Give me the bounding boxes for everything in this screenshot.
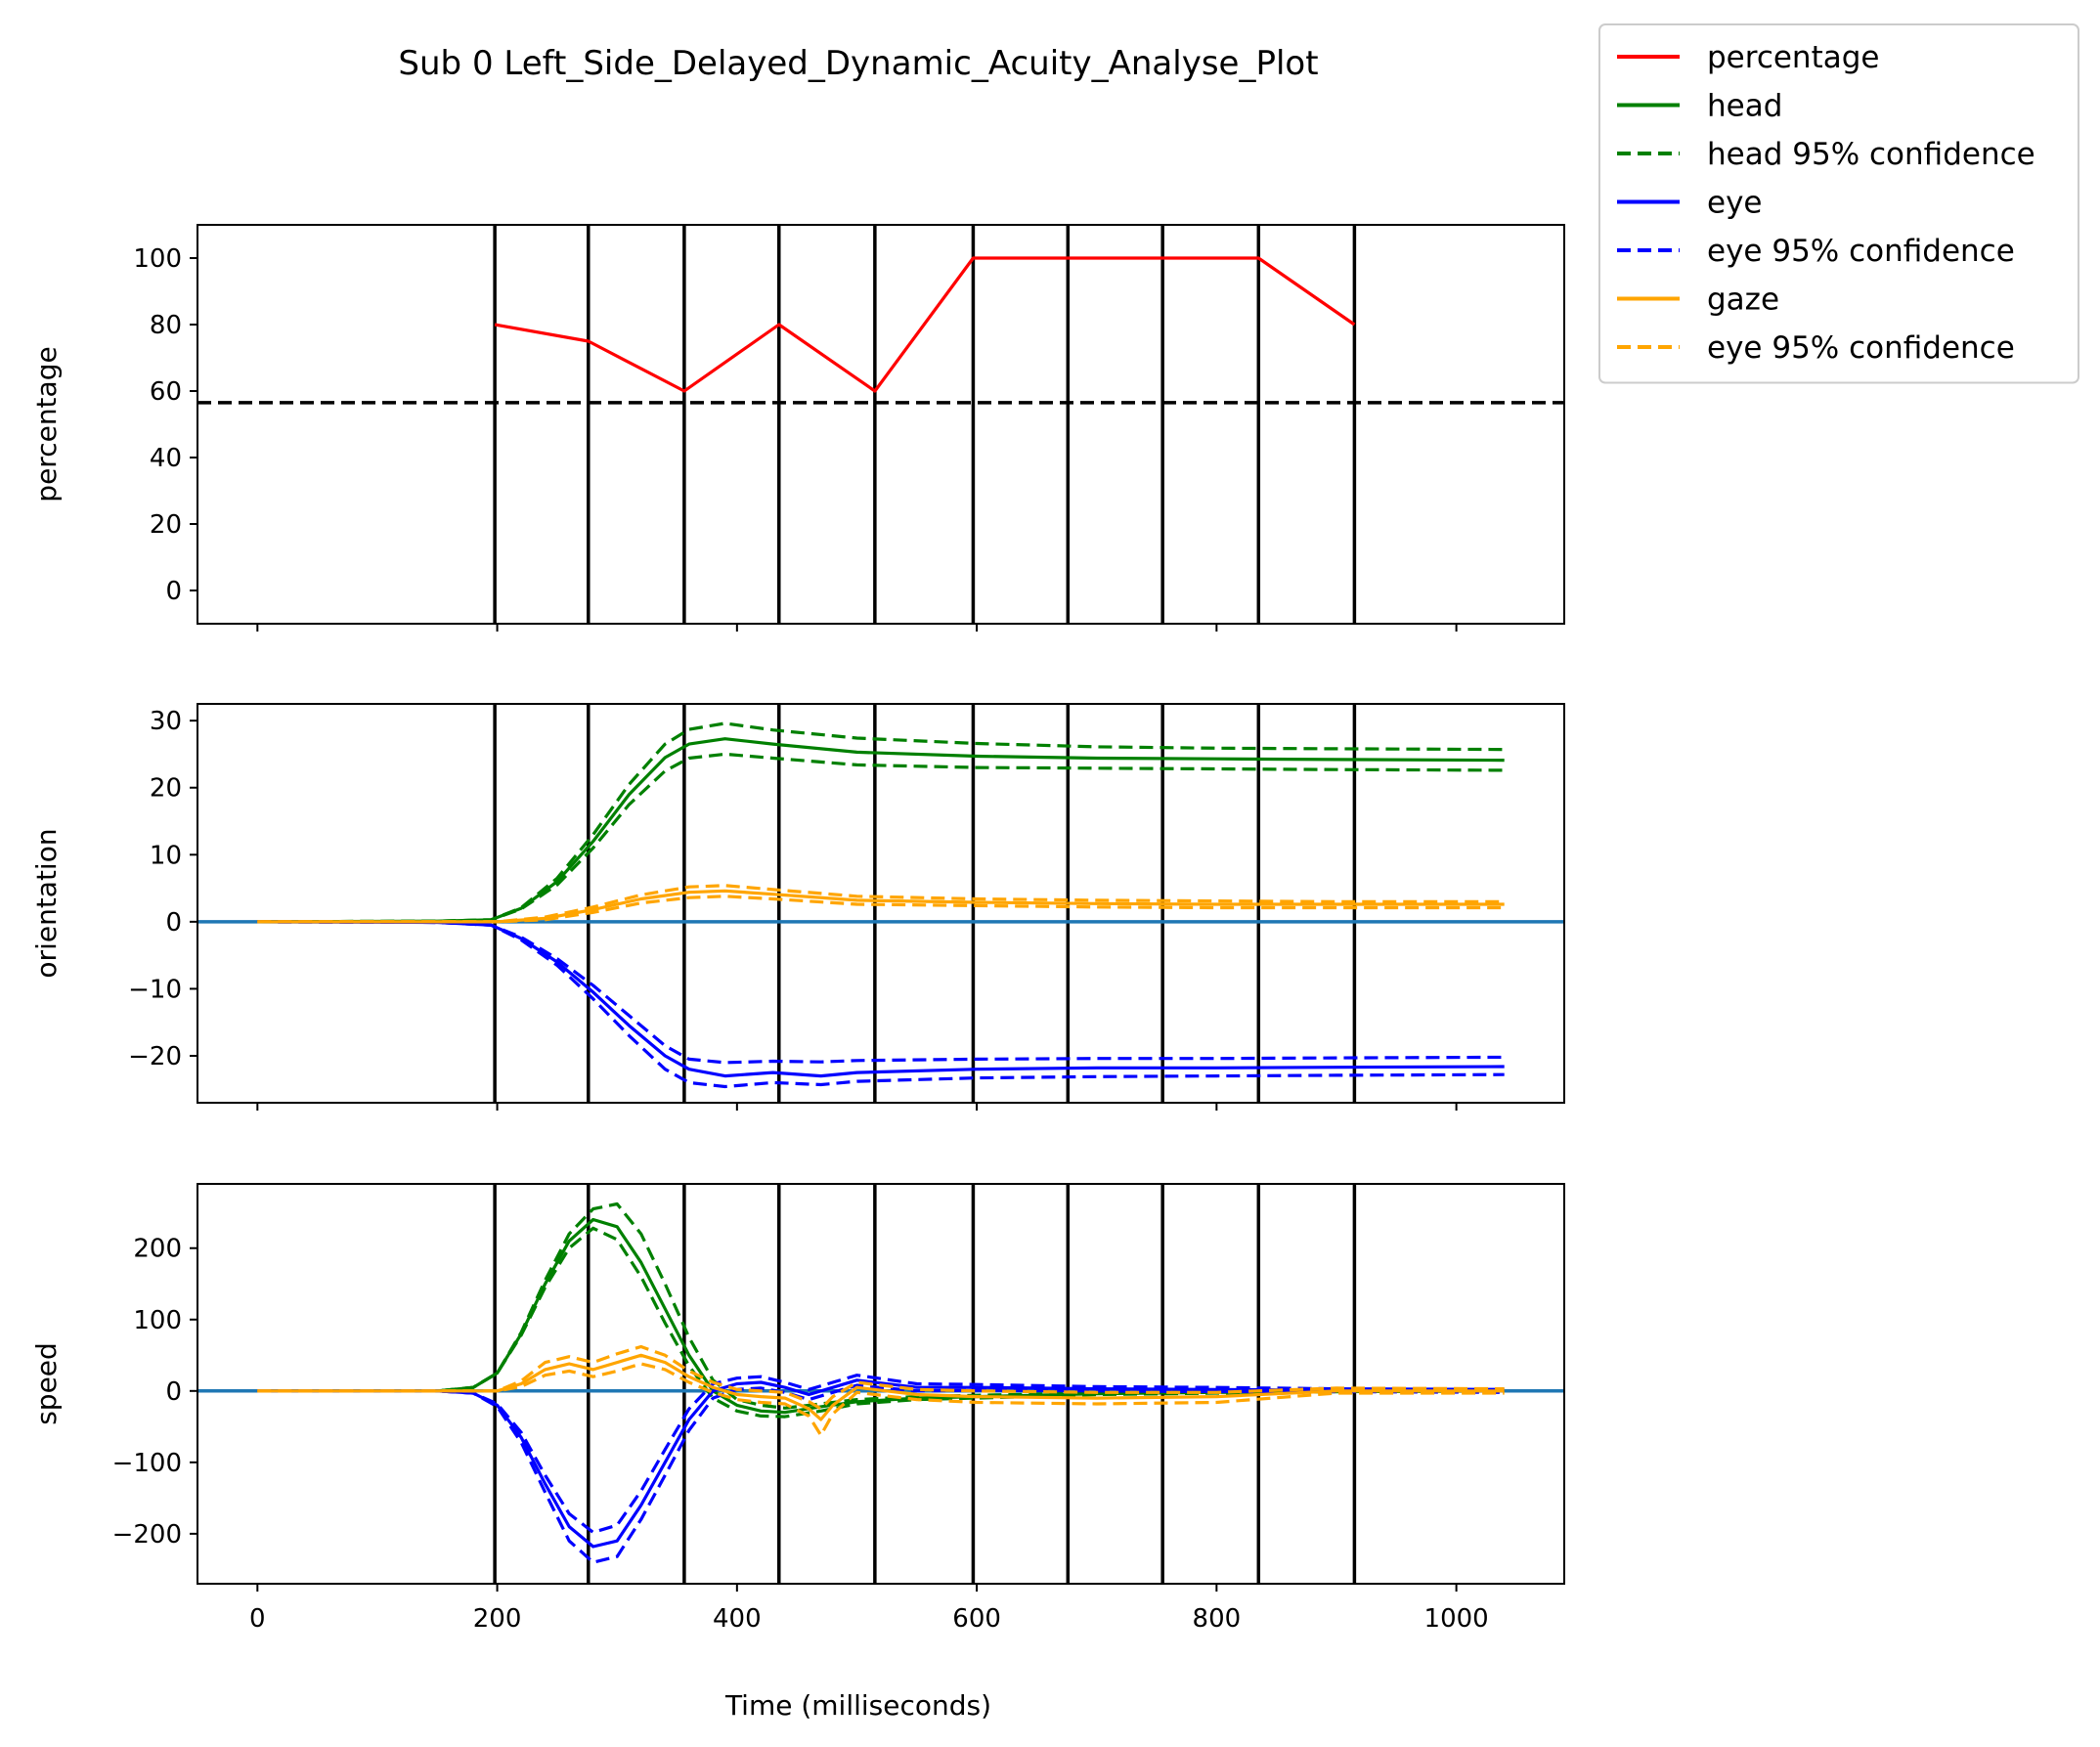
y-tick-label: 80 [150,311,182,340]
series-line [257,1383,1505,1564]
x-tick-label: 0 [249,1604,266,1634]
y-tick-label: 40 [150,444,182,473]
series-line [257,1353,1505,1421]
legend-label: eye 95% confidence [1707,330,2015,366]
legend-item: head [1617,89,1782,124]
subplot-percentage: 0 20 40 60 80 100 percentage [30,224,1565,632]
legend-label: eye [1707,186,1763,221]
x-axis-label: Time (milliseconds) [724,1689,991,1722]
legend-frame [1598,23,2079,384]
y-tick-label: 100 [133,1306,182,1335]
legend-item: eye 95% confidence [1617,234,2015,269]
y-tick-label: 20 [150,510,182,540]
y-tick-label: 0 [165,577,182,606]
legend-item: percentage [1617,40,1879,75]
x-tick-label: 200 [473,1604,522,1634]
series-line [257,920,1505,1089]
x-tick-label: 400 [713,1604,762,1634]
series-line [257,895,1505,924]
x-tick-label: 1000 [1424,1604,1489,1634]
y-tick-label: −20 [128,1042,182,1071]
series-line [494,256,1356,393]
y-tick-label: 10 [150,841,182,870]
series-line [257,1378,1505,1549]
y-tick-label: 30 [150,707,182,736]
subplot-speed: −200 −100 0 100 200 speed 0 200 400 600 800 1000 [30,1183,1565,1634]
legend-label: head 95% confidence [1707,137,2035,172]
series-line [257,920,1505,1078]
legend: percentage head head 95% confidence eye eye … [1598,23,2079,384]
legend-label: percentage [1707,40,1879,75]
legend-label: head [1707,89,1782,124]
chart-title: Sub 0 Left_Side_Delayed_Dynamic_Acuity_A… [398,44,1318,83]
series-line [257,1362,1505,1437]
subplots: 020406080100percentage−20−100102030orien… [30,224,1565,1634]
legend-label: eye 95% confidence [1707,234,2015,269]
y-axis-label: orientation [30,828,63,978]
y-tick-label: 100 [133,244,182,274]
axes-frame [197,224,1565,625]
series-line [257,1344,1505,1411]
y-tick-label: −200 [112,1520,182,1550]
axes-frame [197,703,1565,1104]
series-line [257,752,1505,924]
y-axis-label: percentage [30,346,63,502]
series-line [257,1201,1505,1410]
legend-item: head 95% confidence [1617,137,2035,172]
x-tick-label: 800 [1193,1604,1242,1634]
y-axis-label: speed [30,1342,63,1425]
subplot-orientation: −20 −10 0 10 20 30 orientation [30,703,1565,1111]
legend-item: eye [1617,186,1763,221]
y-tick-label: 0 [165,908,182,938]
y-tick-label: 20 [150,774,182,804]
legend-item: gaze [1617,283,1779,318]
axes-frame [197,1183,1565,1585]
y-tick-label: −100 [112,1449,182,1478]
legend-item: eye 95% confidence [1617,330,2015,366]
y-tick-label: 60 [150,377,182,407]
legend-label: gaze [1707,283,1779,318]
series-line [257,920,1505,1065]
y-tick-label: 0 [165,1377,182,1407]
x-tick-label: 600 [952,1604,1001,1634]
y-tick-label: −10 [128,975,182,1004]
y-tick-label: 200 [133,1235,182,1264]
